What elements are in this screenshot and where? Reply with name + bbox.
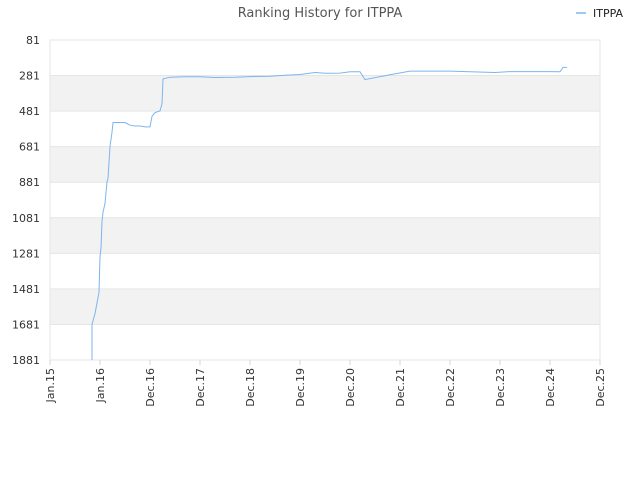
x-axis-tick-labels: Jan.15 Jan.16 Dec.16 Dec.17 Dec.18 Dec.19 Dec.… bbox=[44, 360, 607, 407]
x-tick-label: Dec.21 bbox=[394, 368, 407, 407]
x-tick-label: Dec.16 bbox=[144, 368, 157, 407]
plot-area-border bbox=[49, 39, 601, 361]
plot-bands bbox=[50, 40, 600, 360]
y-tick-label: 1481 bbox=[12, 283, 40, 296]
y-tick-label: 81 bbox=[26, 34, 40, 47]
x-tick-label: Dec.23 bbox=[494, 368, 507, 407]
plot-band bbox=[50, 111, 600, 147]
y-tick-label: 681 bbox=[19, 141, 40, 154]
plot-band bbox=[50, 146, 600, 183]
legend-label: ITPPA bbox=[593, 7, 624, 20]
x-tick-label: Dec.18 bbox=[244, 368, 257, 407]
y-tick-label: 881 bbox=[19, 176, 40, 189]
y-tick-label: 481 bbox=[19, 105, 40, 118]
y-tick-label: 1881 bbox=[12, 354, 40, 367]
plot-band bbox=[50, 253, 600, 289]
plot-band bbox=[50, 40, 600, 76]
legend[interactable]: ITPPA bbox=[576, 7, 624, 20]
x-tick-label: Dec.25 bbox=[594, 368, 607, 407]
y-tick-label: 1681 bbox=[12, 318, 40, 331]
x-tick-label: Dec.20 bbox=[344, 368, 357, 407]
y-axis-tick-labels: 81 281 481 681 881 1081 1281 1481 1681 1881 bbox=[12, 34, 40, 367]
x-tick-label: Jan.16 bbox=[94, 368, 107, 403]
plot-band bbox=[50, 288, 600, 325]
x-tick-label: Dec.22 bbox=[444, 368, 457, 407]
x-tick-label: Jan.15 bbox=[44, 368, 57, 403]
chart-title: Ranking History for ITPPA bbox=[238, 6, 403, 21]
x-tick-label: Dec.24 bbox=[544, 368, 557, 407]
plot-band bbox=[50, 182, 600, 218]
x-tick-label: Dec.17 bbox=[194, 368, 207, 407]
plot-band bbox=[50, 324, 600, 360]
y-tick-label: 1081 bbox=[12, 212, 40, 225]
plot-band bbox=[50, 217, 600, 254]
x-tick-label: Dec.19 bbox=[294, 368, 307, 407]
series-line-itppa[interactable] bbox=[91, 66, 567, 360]
y-tick-label: 281 bbox=[19, 70, 40, 83]
plot-band bbox=[50, 75, 600, 112]
y-tick-label: 1281 bbox=[12, 247, 40, 260]
